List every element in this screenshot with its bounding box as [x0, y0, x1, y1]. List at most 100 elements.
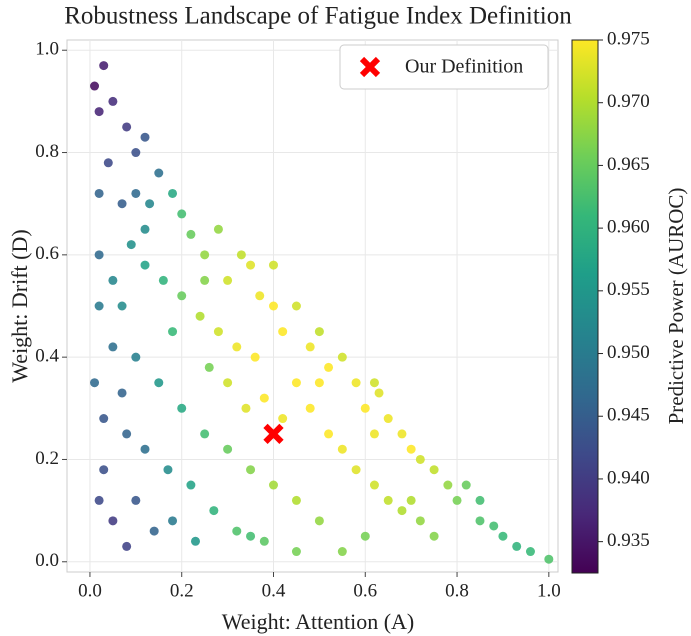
- scatter-point: [406, 444, 416, 454]
- scatter-point: [314, 516, 324, 526]
- scatter-point: [397, 506, 407, 516]
- scatter-point: [195, 311, 205, 321]
- scatter-point: [168, 188, 178, 198]
- scatter-point: [259, 536, 269, 546]
- scatter-point: [291, 547, 301, 557]
- colorbar-label: Predictive Power (AUROC): [664, 188, 688, 425]
- scatter-point: [99, 61, 109, 71]
- colorbar-tick-label: 0.935: [607, 530, 650, 551]
- scatter-point: [305, 403, 315, 413]
- scatter-point: [337, 547, 347, 557]
- x-axis-label: Weight: Attention (A): [222, 609, 415, 634]
- scatter-point: [429, 531, 439, 541]
- scatter-point: [397, 429, 407, 439]
- scatter-point: [268, 301, 278, 311]
- legend-label: Our Definition: [405, 56, 523, 78]
- scatter-point: [475, 495, 485, 505]
- scatter-point: [200, 275, 210, 285]
- y-tick-label: 0.4: [35, 346, 59, 367]
- scatter-point: [200, 250, 210, 260]
- scatter-point: [314, 378, 324, 388]
- scatter-point: [383, 414, 393, 424]
- scatter-point: [94, 107, 104, 117]
- scatter-point: [108, 516, 118, 526]
- scatter-point: [99, 414, 109, 424]
- scatter-point: [268, 260, 278, 270]
- y-tick-label: 0.6: [35, 243, 59, 264]
- scatter-point: [236, 250, 246, 260]
- scatter-point: [498, 531, 508, 541]
- scatter-point: [108, 342, 118, 352]
- scatter-point: [360, 403, 370, 413]
- scatter-point: [140, 260, 150, 270]
- scatter-point: [246, 531, 256, 541]
- scatter-point: [305, 342, 315, 352]
- scatter-point: [168, 327, 178, 337]
- scatter-point: [131, 352, 141, 362]
- x-tick-label: 0.8: [445, 580, 469, 601]
- scatter-point: [406, 495, 416, 505]
- scatter-point: [122, 541, 132, 551]
- scatter-point: [337, 444, 347, 454]
- scatter-point: [122, 429, 132, 439]
- scatter-point: [369, 429, 379, 439]
- plot-area: [66, 39, 559, 573]
- scatter-point: [291, 301, 301, 311]
- scatter-point: [544, 554, 554, 564]
- scatter-point: [383, 495, 393, 505]
- scatter-point: [213, 224, 223, 234]
- scatter-point: [246, 465, 256, 475]
- scatter-point: [351, 465, 361, 475]
- scatter-point: [117, 388, 127, 398]
- scatter-point: [204, 362, 214, 372]
- scatter-point: [241, 403, 251, 413]
- scatter-point: [122, 122, 132, 132]
- scatter-point: [99, 465, 109, 475]
- x-tick-label: 0.2: [170, 580, 194, 601]
- scatter-point: [223, 378, 233, 388]
- scatter-point: [489, 521, 499, 531]
- colorbar-tick-label: 0.960: [607, 216, 650, 237]
- scatter-point: [374, 388, 384, 398]
- x-tick-label: 1.0: [537, 580, 561, 601]
- scatter-point: [131, 188, 141, 198]
- scatter-point: [117, 199, 127, 209]
- scatter-point: [90, 378, 100, 388]
- x-tick-label: 0.6: [353, 580, 377, 601]
- x-tick-label: 0.4: [262, 580, 286, 601]
- scatter-point: [140, 132, 150, 142]
- scatter-point: [149, 526, 159, 536]
- scatter-point: [177, 291, 187, 301]
- scatter-point: [278, 414, 288, 424]
- highlight-marker: [263, 423, 284, 445]
- scatter-point: [190, 536, 200, 546]
- legend-box: [339, 44, 549, 90]
- scatter-point: [103, 158, 113, 168]
- colorbar-tick-label: 0.950: [607, 342, 650, 363]
- legend-marker: [359, 56, 381, 78]
- scatter-point: [94, 301, 104, 311]
- scatter-point: [360, 531, 370, 541]
- scatter-point: [186, 480, 196, 490]
- scatter-point: [154, 378, 164, 388]
- colorbar-tick-label: 0.955: [607, 279, 650, 300]
- scatter-point: [324, 429, 334, 439]
- scatter-point: [131, 495, 141, 505]
- scatter-point: [337, 352, 347, 362]
- scatter-point: [177, 209, 187, 219]
- scatter-point: [415, 516, 425, 526]
- scatter-point: [232, 342, 242, 352]
- scatter-point: [429, 465, 439, 475]
- x-tick-label: 0.0: [78, 580, 102, 601]
- colorbar-tick-label: 0.965: [607, 154, 650, 175]
- colorbar: [571, 39, 599, 574]
- scatter-point: [200, 429, 210, 439]
- scatter-point: [461, 480, 471, 490]
- scatter-point: [291, 495, 301, 505]
- scatter-point: [168, 516, 178, 526]
- scatter-point: [223, 444, 233, 454]
- y-tick-label: 0.2: [35, 448, 59, 469]
- scatter-point: [131, 148, 141, 158]
- scatter-point: [154, 168, 164, 178]
- scatter-point: [213, 327, 223, 337]
